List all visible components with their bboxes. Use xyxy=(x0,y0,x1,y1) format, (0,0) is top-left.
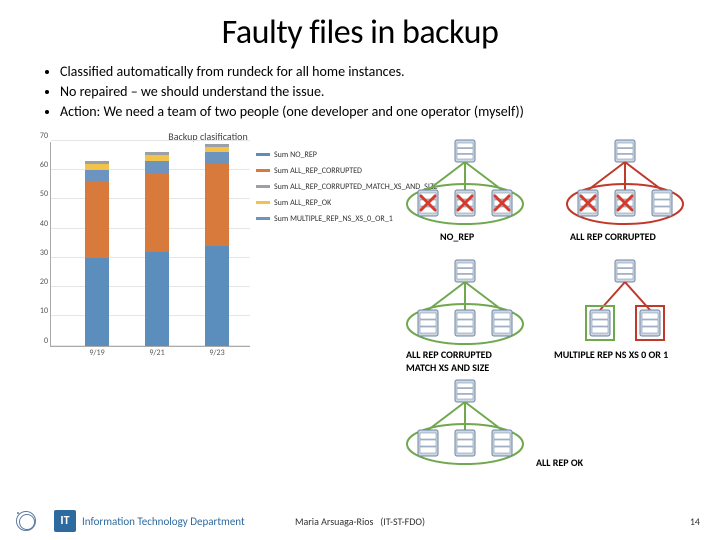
y-tick-label: 50 xyxy=(40,189,51,199)
bullet-item: Classified automatically from rundeck fo… xyxy=(60,63,692,82)
page-title: Faulty files in backup xyxy=(28,12,692,53)
legend-swatch-icon xyxy=(256,217,270,220)
diagram-multiple_rep xyxy=(560,258,690,346)
bullet-item: Action: We need a team of two people (on… xyxy=(60,103,692,122)
it-dept-label: Information Technology Department xyxy=(82,515,245,528)
x-tick-label: 9/23 xyxy=(209,346,224,358)
diagram-label: MULTIPLE REP NS XS 0 OR 1 xyxy=(554,348,668,361)
footer-center: Maria Arsuaga-Rios (IT-ST-FDO) xyxy=(295,515,425,528)
diagram-no_rep xyxy=(400,138,530,226)
cern-logo-icon xyxy=(16,511,36,531)
legend-label: Sum ALL_REP_OK xyxy=(274,198,331,208)
legend-swatch-icon xyxy=(256,185,270,188)
bullet-list: Classified automatically from rundeck fo… xyxy=(28,63,692,122)
y-tick-label: 0 xyxy=(44,336,51,346)
y-tick-label: 40 xyxy=(40,219,51,229)
y-tick-label: 70 xyxy=(40,131,51,141)
x-tick-label: 9/19 xyxy=(89,346,104,358)
group-label: (IT-ST-FDO) xyxy=(380,515,425,528)
diagram-all_rep_corrupted xyxy=(560,138,690,226)
it-badge: IT Information Technology Department xyxy=(54,510,245,532)
footer: IT Information Technology Department Mar… xyxy=(0,508,720,534)
y-tick-label: 10 xyxy=(40,306,51,316)
diagram-label: ALL REP CORRUPTED MATCH XS AND SIZE xyxy=(406,348,492,374)
diagram-match_xs_size xyxy=(400,258,530,346)
page-number: 14 xyxy=(690,515,700,528)
y-tick-label: 20 xyxy=(40,277,51,287)
legend-label: Sum ALL_REP_CORRUPTED xyxy=(274,166,362,176)
backup-chart: Backup clasification 0102030405060709/19… xyxy=(28,130,388,365)
bar-segment xyxy=(85,170,109,182)
diagram-label: NO_REP xyxy=(440,230,474,243)
gridline xyxy=(51,140,250,141)
bar-segment xyxy=(85,182,109,258)
bar-segment xyxy=(145,252,169,346)
bar-segment xyxy=(205,152,229,164)
legend-swatch-icon xyxy=(256,153,270,156)
bar-segment xyxy=(85,258,109,346)
bar-segment xyxy=(205,246,229,346)
legend-label: Sum NO_REP xyxy=(274,150,317,160)
y-tick-label: 60 xyxy=(40,160,51,170)
it-square-icon: IT xyxy=(54,510,76,532)
diagram-all_rep_ok xyxy=(400,378,530,466)
x-tick-label: 9/21 xyxy=(149,346,164,358)
legend-label: Sum MULTIPLE_REP_NS_XS_0_OR_1 xyxy=(274,214,393,224)
content-area: Backup clasification 0102030405060709/19… xyxy=(28,130,692,470)
bullet-item: No repaired – we should understand the i… xyxy=(60,83,692,102)
diagram-label: ALL REP CORRUPTED xyxy=(570,230,656,243)
bar xyxy=(205,144,229,346)
y-tick-label: 30 xyxy=(40,248,51,258)
legend-swatch-icon xyxy=(256,169,270,172)
bar-segment xyxy=(145,161,169,173)
legend-swatch-icon xyxy=(256,201,270,204)
bar xyxy=(145,152,169,345)
bar xyxy=(85,161,109,345)
bar-segment xyxy=(205,164,229,246)
diagram-label: ALL REP OK xyxy=(536,456,583,469)
chart-plot: 0102030405060709/199/219/23 xyxy=(50,142,250,347)
author-label: Maria Arsuaga-Rios xyxy=(295,515,374,528)
slide: Faulty files in backup Classified automa… xyxy=(0,0,720,540)
bar-segment xyxy=(145,173,169,252)
